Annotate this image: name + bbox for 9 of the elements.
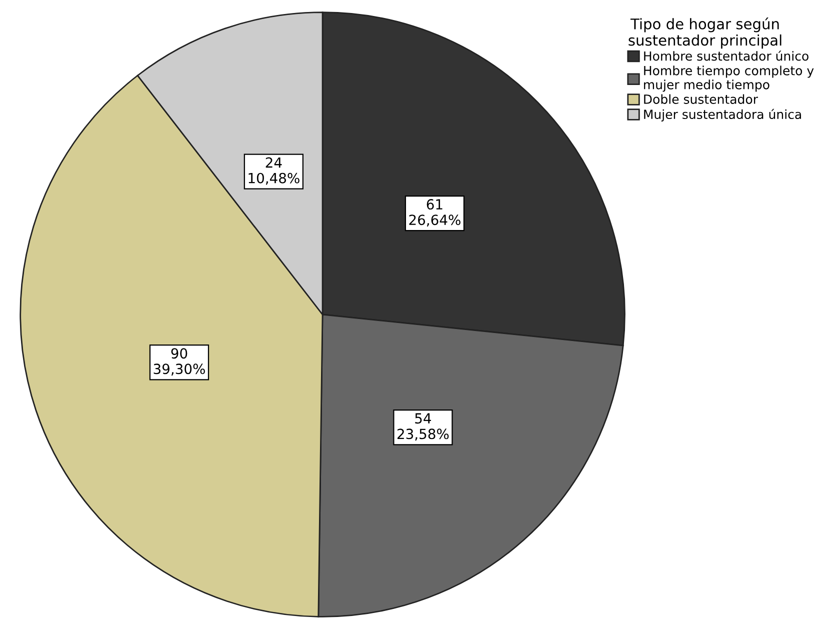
legend-label: Mujer sustentadora única [644, 108, 801, 122]
data-label: 54 23,58% [397, 413, 449, 441]
data-label: 24 10,48% [248, 157, 300, 185]
data-label: 61 26,64% [409, 199, 460, 227]
legend-label: Doble sustentador [644, 94, 758, 104]
data-label: 90 39,30% [154, 348, 205, 376]
legend-label: Hombre sustentador único [644, 50, 808, 61]
legend-title: Tipo de hogar según sustentador principal [628, 18, 782, 49]
legend-label: Hombre tiempo completo y mujer medio tiempo [644, 66, 814, 92]
